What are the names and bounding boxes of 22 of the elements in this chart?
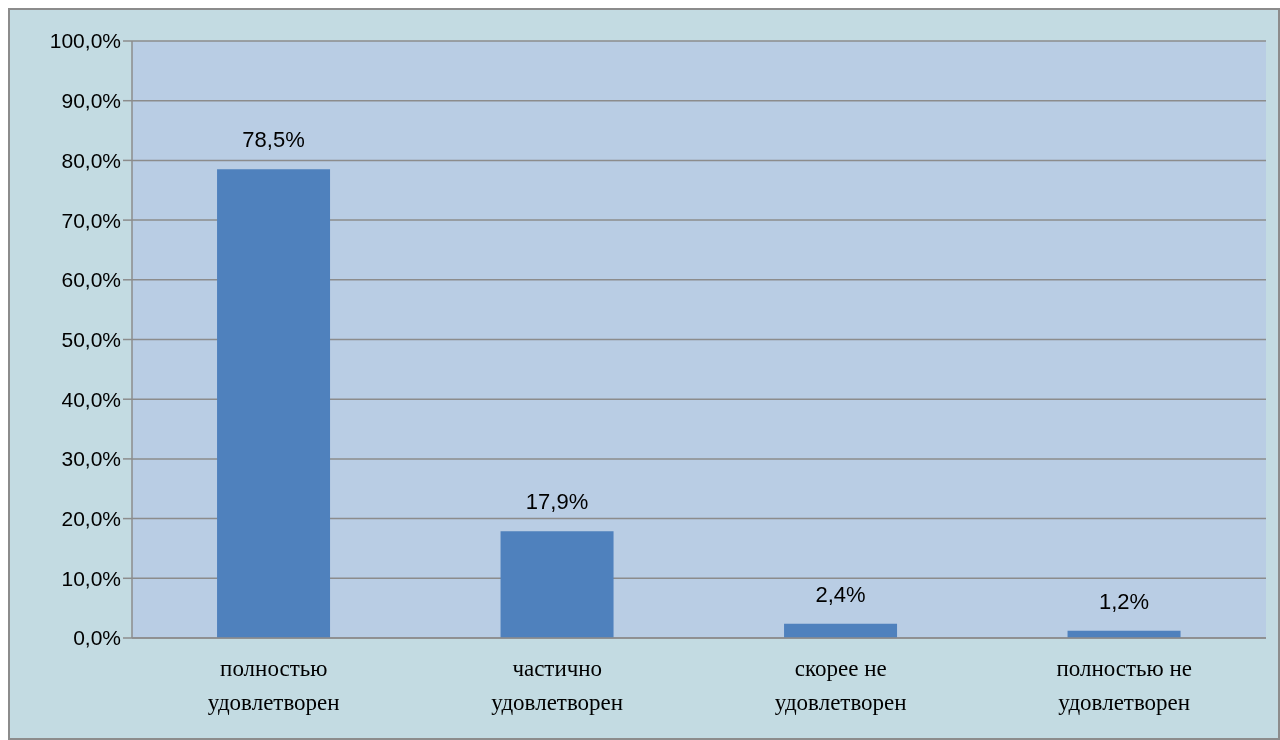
- y-tick-label: 90,0%: [61, 89, 121, 113]
- x-tick-label: скорее не удовлетворен: [774, 656, 907, 715]
- y-tick-label: 60,0%: [61, 268, 121, 292]
- y-tick-label: 70,0%: [61, 208, 121, 232]
- y-tick-label: 40,0%: [61, 387, 121, 411]
- bar: [500, 531, 614, 638]
- x-tick-label: частично удовлетворен: [491, 656, 624, 715]
- data-label: 78,5%: [242, 127, 305, 153]
- data-label: 17,9%: [525, 489, 589, 515]
- y-tick-label: 30,0%: [61, 447, 121, 471]
- y-tick-label: 50,0%: [61, 327, 121, 351]
- y-tick-label: 0,0%: [73, 626, 121, 650]
- x-tick-label: полностью не удовлетворен: [1056, 656, 1193, 715]
- y-tick-label: 100,0%: [49, 29, 121, 53]
- data-label: 1,2%: [1098, 588, 1150, 614]
- y-tick-label: 80,0%: [61, 148, 121, 172]
- y-tick-label: 10,0%: [61, 566, 121, 590]
- data-label: 2,4%: [815, 581, 866, 607]
- y-tick-label: 20,0%: [61, 507, 121, 531]
- x-tick-label: полностью удовлетворен: [207, 656, 340, 715]
- bar: [217, 169, 331, 638]
- bar: [784, 623, 898, 638]
